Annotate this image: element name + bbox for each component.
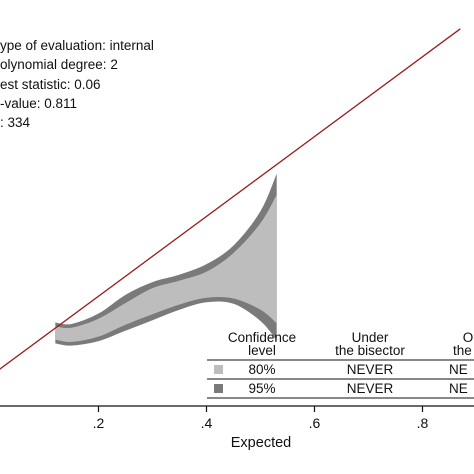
legend-header: Under [352,330,389,345]
legend-level: 80% [248,362,275,377]
stats-box: ype of evaluation: internal olynomial de… [0,38,154,130]
stats-line-n: : 334 [0,115,31,130]
legend-header: the b [453,343,474,358]
legend-over: NE [449,381,468,396]
x-axis-ticks: .2 .4 .6 .8 [93,406,429,431]
x-axis-label: Expected [231,435,291,451]
stats-line-degree: olynomial degree: 2 [0,57,118,72]
legend-under: NEVER [347,362,394,377]
stats-line-pvalue: -value: 0.811 [0,96,77,111]
legend-swatch [214,384,223,393]
legend-header: level [248,343,276,358]
legend-under: NEVER [347,381,394,396]
band-80pct [55,194,277,342]
legend-header: the bisector [335,343,405,358]
legend-over: NE [449,362,468,377]
stats-line-statistic: est statistic: 0.06 [0,77,101,92]
x-tick-label: .8 [417,415,429,431]
stats-line-type: ype of evaluation: internal [0,38,154,53]
x-tick-label: .4 [201,415,213,431]
legend-swatch [214,365,223,374]
x-tick-label: .2 [93,415,105,431]
legend-header: Confidence [228,330,296,345]
x-tick-label: .6 [309,415,321,431]
legend-level: 95% [248,381,275,396]
confidence-bands [55,173,277,346]
bisector-line [0,28,461,370]
legend-header: O [463,330,474,345]
